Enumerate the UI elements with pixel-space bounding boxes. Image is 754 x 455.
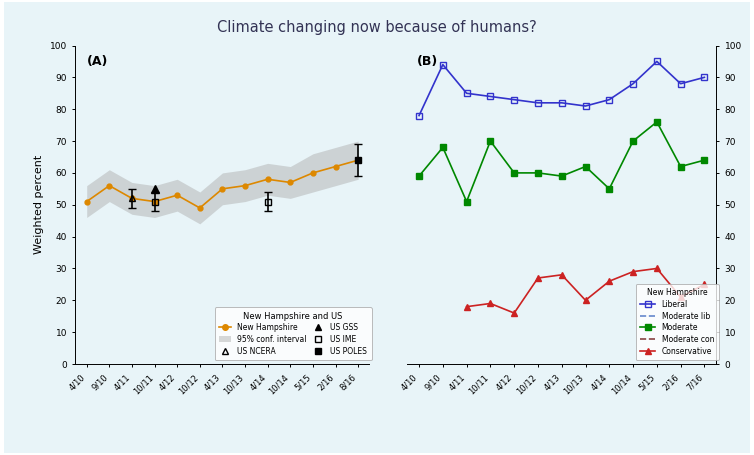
Text: Climate changing now because of humans?: Climate changing now because of humans? bbox=[217, 20, 537, 35]
Text: (A): (A) bbox=[87, 55, 109, 68]
Legend: New Hampshire, 95% conf. interval, US NCERA, US GSS, US IME, US POLES: New Hampshire, 95% conf. interval, US NC… bbox=[215, 307, 372, 360]
Legend: Liberal, Moderate lib, Moderate, Moderate con, Conservative: Liberal, Moderate lib, Moderate, Moderat… bbox=[636, 283, 719, 360]
Text: (B): (B) bbox=[416, 55, 437, 68]
Y-axis label: Weighted percent: Weighted percent bbox=[34, 155, 44, 254]
